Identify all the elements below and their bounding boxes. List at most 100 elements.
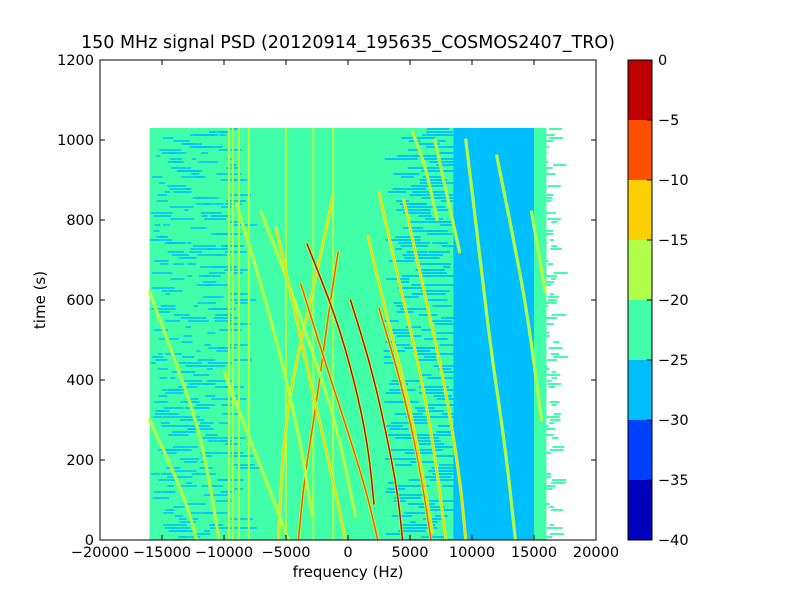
noise-streak	[432, 305, 452, 307]
noise-streak	[415, 143, 440, 145]
noise-streak	[436, 152, 470, 154]
noise-streak	[401, 275, 431, 277]
noise-streak	[232, 272, 243, 274]
noise-streak	[419, 179, 448, 181]
noise-streak	[154, 491, 176, 493]
noise-streak	[229, 194, 251, 196]
noise-streak	[185, 326, 192, 328]
noise-streak	[547, 296, 560, 298]
noise-streak	[220, 206, 233, 208]
signal-trace	[275, 227, 347, 540]
noise-streak	[161, 290, 183, 292]
x-tick-label: −10000	[195, 545, 253, 561]
y-tick-label: 1200	[57, 53, 94, 69]
noise-streak	[391, 515, 413, 517]
colorbar-tick-label: −30	[658, 413, 689, 429]
noise-streak	[162, 425, 187, 427]
noise-streak	[429, 521, 438, 523]
noise-streak	[541, 536, 553, 538]
noise-streak	[541, 230, 554, 232]
signal-trace	[260, 211, 357, 517]
noise-streak	[430, 263, 452, 265]
noise-streak	[547, 299, 557, 301]
noise-streak	[536, 200, 552, 202]
noise-streak	[201, 455, 212, 457]
noise-streak	[389, 428, 409, 430]
noise-streak	[441, 371, 472, 373]
noise-streak	[205, 434, 218, 436]
noise-streak	[384, 158, 418, 160]
noise-streak	[197, 359, 216, 361]
noise-streak	[418, 374, 432, 376]
noise-streak	[433, 365, 466, 367]
noise-streak	[198, 275, 208, 277]
noise-streak	[183, 461, 198, 463]
noise-streak	[429, 479, 465, 481]
noise-streak	[202, 281, 217, 283]
noise-streak	[218, 479, 244, 481]
noise-streak	[550, 509, 564, 511]
noise-streak	[163, 407, 184, 409]
noise-streak	[196, 350, 201, 352]
noise-streak	[413, 524, 436, 526]
noise-streak	[393, 497, 419, 499]
noise-streak	[221, 404, 233, 406]
noise-streak	[534, 470, 543, 472]
noise-streak	[231, 359, 252, 361]
noise-streak	[425, 131, 453, 133]
noise-streak	[200, 212, 222, 214]
noise-streak	[183, 503, 206, 505]
noise-streak	[401, 137, 436, 139]
noise-streak	[420, 272, 448, 274]
noise-streak	[409, 203, 428, 205]
noise-streak	[415, 449, 443, 451]
y-tick-label: 0	[85, 533, 94, 549]
noise-streak	[196, 203, 210, 205]
noise-streak	[158, 356, 163, 358]
noise-streak	[543, 161, 549, 163]
noise-streak	[542, 281, 555, 283]
noise-streak	[172, 446, 184, 448]
noise-streak	[548, 386, 556, 388]
noise-streak	[384, 458, 417, 460]
noise-streak	[437, 209, 449, 211]
noise-streak	[404, 347, 439, 349]
noise-streak	[538, 311, 546, 313]
signal-trace	[235, 203, 313, 517]
noise-streak	[158, 395, 168, 397]
noise-streak	[153, 215, 172, 217]
noise-streak	[169, 206, 194, 208]
noise-streak	[539, 521, 544, 523]
noise-streak	[150, 212, 173, 214]
noise-streak	[549, 293, 554, 295]
noise-streak	[553, 413, 561, 415]
noise-streak	[436, 164, 469, 166]
noise-streak	[173, 506, 185, 508]
noise-streak	[438, 170, 451, 172]
noise-streak	[383, 425, 403, 427]
noise-streak	[551, 221, 558, 223]
noise-streak	[173, 140, 190, 142]
x-axis-label: frequency (Hz)	[293, 563, 404, 581]
noise-streak	[553, 341, 560, 343]
noise-streak	[395, 248, 402, 250]
y-tick-label: 400	[66, 373, 94, 389]
noise-streak	[203, 296, 224, 298]
noise-streak	[415, 407, 435, 409]
noise-streak	[548, 347, 563, 349]
x-tick-label: 20000	[573, 545, 619, 561]
noise-streak	[229, 128, 240, 130]
noise-streak	[539, 452, 552, 454]
noise-streak	[549, 239, 555, 241]
noise-streak	[436, 398, 465, 400]
noise-streak	[547, 383, 562, 385]
noise-streak	[427, 404, 459, 406]
noise-streak	[197, 302, 217, 304]
noise-streak	[158, 410, 164, 412]
y-tick-label: 800	[66, 213, 94, 229]
noise-streak	[546, 359, 557, 361]
noise-streak	[437, 140, 446, 142]
noise-streak	[162, 137, 174, 139]
noise-streak	[205, 383, 216, 385]
colorbar-segment	[628, 300, 652, 360]
